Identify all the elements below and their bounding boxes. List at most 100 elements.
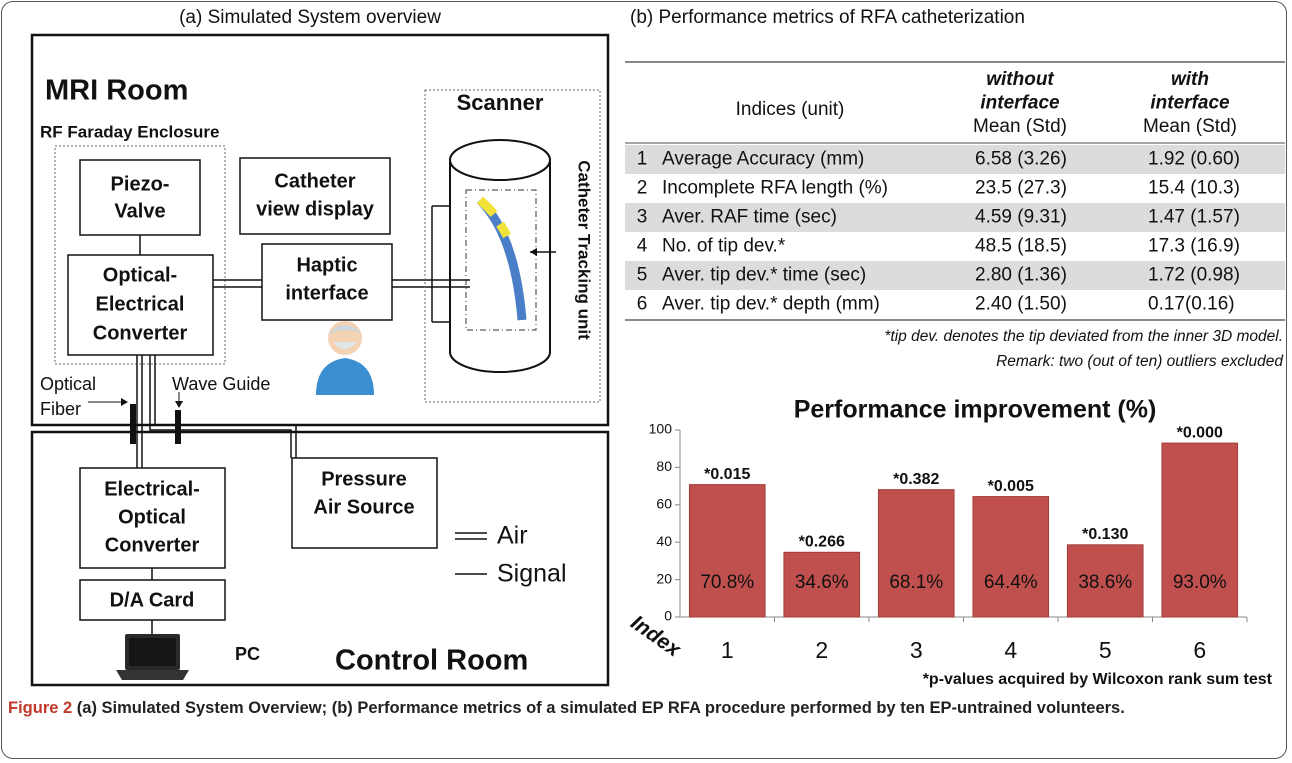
penetration-panel	[130, 404, 136, 444]
value-label: 68.1%	[889, 572, 943, 593]
x-tick-label: 3	[910, 637, 923, 663]
table-cell: Aver. RAF time (sec)	[662, 207, 837, 228]
room-label: Control Room	[335, 645, 528, 677]
scanner-label: Scanner	[457, 90, 544, 115]
x-tick-label: 1	[721, 637, 734, 663]
box-label: Converter	[93, 322, 188, 344]
bar	[689, 485, 765, 617]
caption: Figure 2 (a) Simulated System Overview; …	[8, 697, 1280, 720]
arrow-head	[121, 398, 128, 406]
arrow-head	[175, 401, 183, 408]
bar	[973, 497, 1049, 617]
table-cell: 5	[637, 265, 648, 286]
tracking-area	[466, 190, 536, 330]
table-header: Mean (Std)	[1143, 116, 1237, 137]
y-tick-label: 60	[656, 496, 672, 512]
table-note: *tip dev. denotes the tip deviated from …	[884, 328, 1283, 345]
penetration-panel	[175, 410, 181, 444]
box-label: Electrical	[96, 293, 185, 315]
box-label: Haptic	[296, 254, 357, 276]
y-tick-label: 0	[664, 608, 672, 624]
p-value-label: *0.015	[704, 466, 750, 483]
y-tick-label: 40	[656, 533, 672, 549]
fiber-label: Fiber	[40, 399, 81, 419]
box-label: Pressure	[321, 468, 407, 490]
x-tick-label: 5	[1099, 637, 1112, 663]
chart-note: *p-values acquired by Wilcoxon rank sum …	[923, 671, 1273, 688]
panel-title: (a) Simulated System overview	[179, 7, 441, 28]
box-label: Optical	[118, 506, 186, 528]
table-cell: Incomplete RFA length (%)	[662, 178, 888, 199]
table-header: with	[1171, 69, 1209, 90]
operator-icon	[316, 321, 374, 395]
x-tick-label: 4	[1004, 637, 1017, 663]
figure: (a) Simulated System overview MRI Room R…	[0, 0, 1292, 695]
table-cell: 2.80 (1.36)	[975, 265, 1067, 286]
x-tick-label: 6	[1193, 637, 1206, 663]
table-body: withoutinterfaceMean (Std)withinterfaceM…	[625, 69, 1285, 320]
table-cell: Average Accuracy (mm)	[662, 149, 864, 170]
table-cell: 1	[637, 149, 648, 170]
room-label: MRI Room	[45, 75, 188, 107]
table-cell: 4.59 (9.31)	[975, 207, 1067, 228]
legend-label: Air	[497, 522, 528, 550]
table-cell: 1.72 (0.98)	[1148, 265, 1240, 286]
x-axis-label: Index	[626, 611, 685, 662]
value-label: 64.4%	[984, 572, 1038, 593]
table-cell: 0.17(0.16)	[1148, 294, 1235, 315]
box-label: Valve	[114, 200, 165, 222]
valve-box	[80, 160, 200, 235]
table-cell: 23.5 (27.3)	[975, 178, 1067, 199]
enclosure-label: RF Faraday Enclosure	[40, 122, 220, 141]
table-cell: 6.58 (3.26)	[975, 149, 1067, 170]
caption-text: (a) Simulated System Overview; (b) Perfo…	[77, 699, 1125, 717]
table-cell: 17.3 (16.9)	[1148, 236, 1240, 257]
x-tick-label: 2	[815, 637, 828, 663]
catheter	[480, 200, 522, 320]
table-header: Indices (unit)	[736, 99, 845, 120]
y-tick-label: 100	[649, 421, 673, 437]
box-label: Piezo-	[111, 173, 170, 195]
fiber-label: Optical	[40, 374, 96, 394]
table-cell: 3	[637, 207, 648, 228]
waveguide-label: Wave Guide	[172, 374, 270, 394]
caption-label: Figure 2	[8, 699, 72, 717]
table-header: interface	[980, 93, 1060, 114]
bar	[878, 490, 954, 617]
table-cell: 6	[637, 294, 648, 315]
value-label: 38.6%	[1078, 572, 1132, 593]
table-cell: 1.47 (1.57)	[1148, 207, 1240, 228]
box-label: view display	[256, 198, 375, 220]
value-label: 70.8%	[700, 572, 754, 593]
tracking-label: Catheter Tracking unit	[575, 160, 594, 340]
table-cell: 2.40 (1.50)	[975, 294, 1067, 315]
box-label: Catheter	[274, 170, 355, 192]
p-value-label: *0.130	[1082, 526, 1128, 543]
catheter-tip	[500, 224, 507, 236]
table-header: without	[986, 69, 1054, 90]
legend-label: Signal	[497, 560, 567, 588]
table-header: interface	[1150, 93, 1230, 114]
panel-title: (b) Performance metrics of RFA catheteri…	[630, 7, 1025, 28]
fiber-lines	[137, 355, 296, 468]
pc-label: PC	[235, 644, 260, 664]
p-value-label: *0.382	[893, 471, 939, 488]
chart: 020406080100170.8%*0.015234.6%*0.266368.…	[649, 421, 1247, 663]
y-tick-label: 80	[656, 458, 672, 474]
scanner-cylinder	[450, 140, 550, 372]
table-cell: 1.92 (0.60)	[1148, 149, 1240, 170]
box-label: D/A Card	[110, 589, 195, 611]
box-label: Electrical-	[104, 478, 200, 500]
value-label: 34.6%	[795, 572, 849, 593]
box-label: Converter	[105, 534, 200, 556]
box-label: Air Source	[313, 496, 414, 518]
table-note: Remark: two (out of ten) outliers exclud…	[996, 353, 1284, 370]
box-label: Optical-	[103, 264, 177, 286]
chart-title: Performance improvement (%)	[794, 396, 1157, 424]
table-cell: 48.5 (18.5)	[975, 236, 1067, 257]
catheter-tip	[480, 200, 494, 214]
table-cell: Aver. tip dev.* depth (mm)	[662, 294, 880, 315]
table-cell: No. of tip dev.*	[662, 236, 786, 257]
table-cell: 4	[637, 236, 648, 257]
arrow-head	[530, 248, 537, 256]
